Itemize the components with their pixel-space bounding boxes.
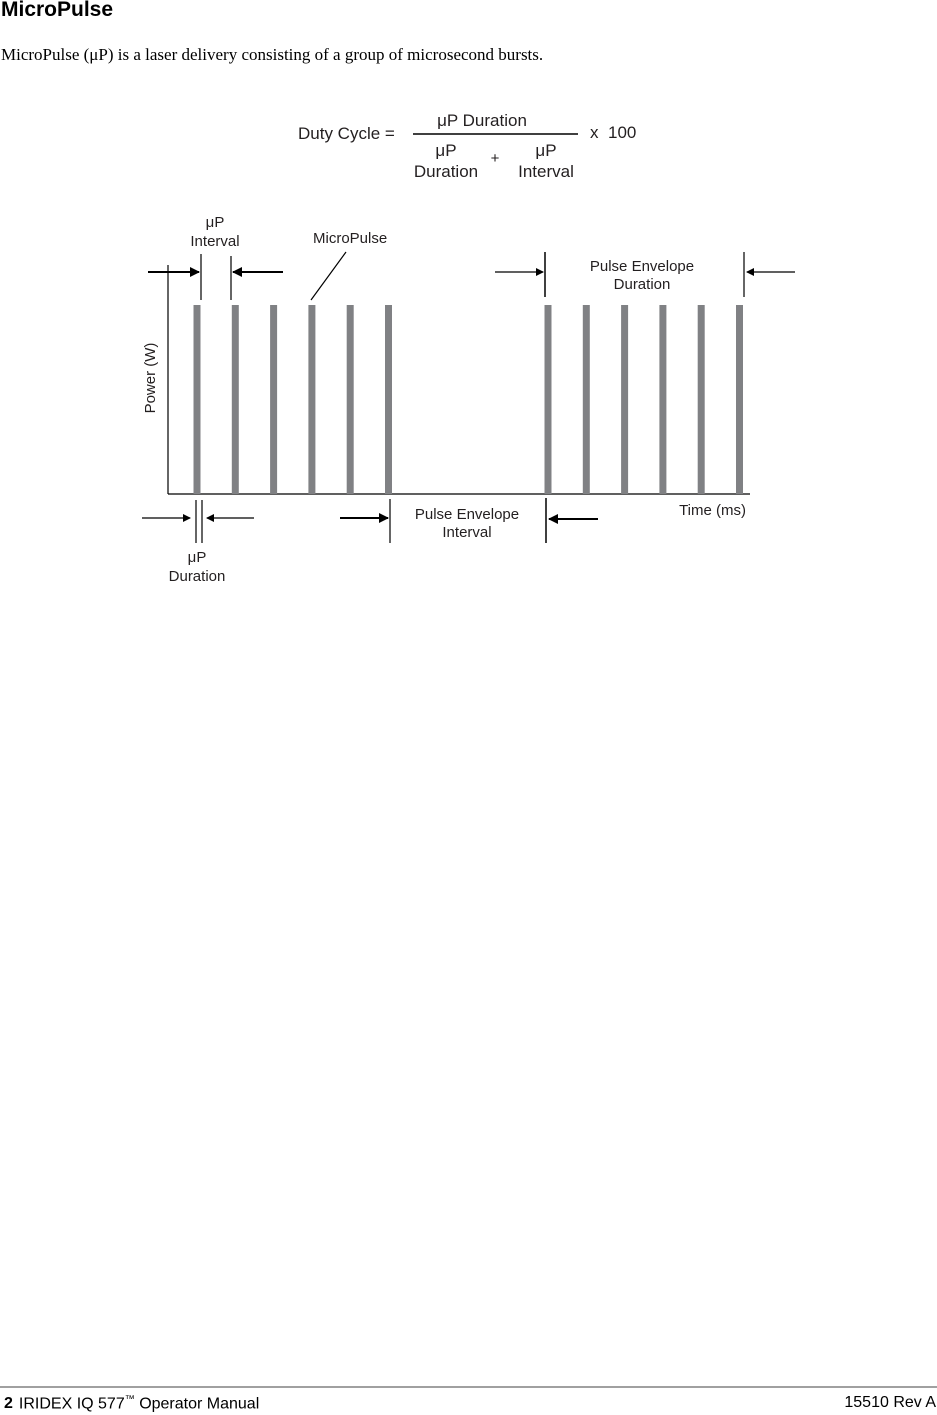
micropulse-diagram: Duty Cycle = μP Duration μP Duration + μ… [142,111,795,585]
pulses [193,305,743,494]
micropulse-bar [231,305,239,494]
up-duration-label-2: Duration [169,568,226,585]
ped-label-1: Pulse Envelope [590,258,694,275]
micropulse-bar [582,305,590,494]
x-axis-label: Time (ms) [679,502,746,519]
micropulse-bar [308,305,316,494]
footer-left: 2 IRIDEX IQ 577™ Operator Manual [4,1394,259,1413]
formula-numerator: μP Duration [437,111,527,130]
micropulse-bar [270,305,278,494]
formula-factor: 100 [608,123,636,142]
denom-plus: + [491,150,500,167]
micropulse-bar [193,305,201,494]
page-number: 2 [4,1395,13,1413]
formula-times: x [590,123,599,142]
micropulse-bar [736,305,743,494]
pei-label-2: Interval [442,524,491,541]
micropulse-bar [346,305,354,494]
micropulse-bar [621,305,629,494]
micropulse-label: MicroPulse [313,230,387,247]
footer-rule [0,1386,937,1388]
up-interval-label-2: Interval [190,233,239,250]
callout-leader [310,251,347,301]
y-axis-label: Power (W) [142,343,159,414]
formula-lhs: Duty Cycle = [298,124,395,143]
revision: 15510 Rev A [844,1394,936,1411]
denom-right-2: Interval [518,162,574,181]
micropulse-bar [544,305,552,494]
up-interval-label-1: μP [206,214,225,231]
section-heading: MicroPulse [1,0,114,21]
micropulse-bar [697,305,705,494]
manual-suffix: Operator Manual [139,1395,260,1413]
trademark: ™ [124,1394,135,1405]
denom-left-2: Duration [414,162,478,181]
up-duration-label-1: μP [188,549,207,566]
intro-paragraph: MicroPulse (μP) is a laser delivery cons… [1,45,544,64]
denom-left-1: μP [435,141,456,160]
denom-right-1: μP [535,141,556,160]
ped-label-2: Duration [614,276,671,293]
pei-label-1: Pulse Envelope [415,506,519,523]
duty-cycle-formula: Duty Cycle = μP Duration μP Duration + μ… [298,111,636,181]
micropulse-bar [659,305,667,494]
manual-name: IRIDEX IQ 577 [18,1395,125,1413]
micropulse-bar [385,305,392,494]
